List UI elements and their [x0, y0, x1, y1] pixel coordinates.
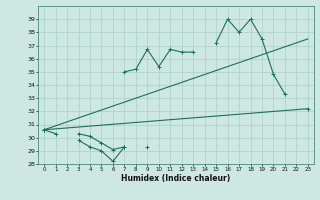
X-axis label: Humidex (Indice chaleur): Humidex (Indice chaleur)	[121, 174, 231, 183]
